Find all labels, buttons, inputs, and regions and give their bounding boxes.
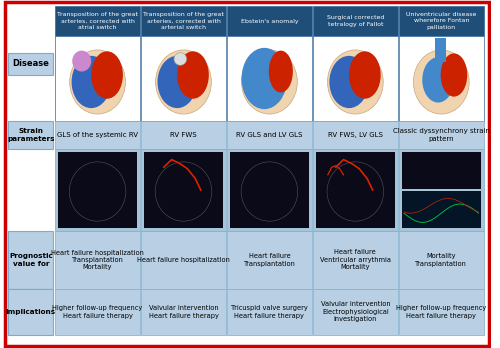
Ellipse shape [242,50,298,114]
Bar [399,231,483,289]
Text: Higher follow-up frequency
Heart failure therapy: Higher follow-up frequency Heart failure… [396,305,486,319]
Bar [56,6,140,36]
Bar [402,191,480,228]
Bar [58,152,137,228]
Bar [56,231,140,289]
Bar [141,149,226,231]
Ellipse shape [242,48,287,109]
Bar [8,149,54,231]
Ellipse shape [414,50,469,114]
Ellipse shape [269,50,293,93]
Bar [227,289,312,335]
Bar [316,152,394,228]
Text: GLS of the systemic RV: GLS of the systemic RV [57,132,138,138]
Text: Heart failure hospitalization: Heart failure hospitalization [137,257,230,263]
Text: RV FWS: RV FWS [170,132,197,138]
Ellipse shape [158,56,197,108]
Text: Strain
parameters: Strain parameters [7,128,54,142]
Bar [227,6,312,36]
Text: Transposition of the great
arteries, corrected with
arterial switch: Transposition of the great arteries, cor… [143,12,224,30]
Bar [399,36,483,121]
Bar [8,231,54,289]
Ellipse shape [440,53,467,97]
Text: Implications: Implications [6,309,56,315]
Bar [141,289,226,335]
Text: Surgical corrected
tetralogy of Fallot: Surgical corrected tetralogy of Fallot [326,15,384,26]
Ellipse shape [177,51,209,99]
Bar [230,152,308,228]
Bar [435,38,446,62]
Ellipse shape [349,51,380,99]
Text: RV GLS and LV GLS: RV GLS and LV GLS [236,132,302,138]
Ellipse shape [70,50,126,114]
Text: Ebstein's anomaly: Ebstein's anomaly [240,18,298,24]
Bar [313,121,398,149]
Ellipse shape [422,57,454,103]
Bar [399,121,483,149]
Bar [227,36,312,121]
Bar [56,36,140,121]
Bar [141,231,226,289]
Text: Univentricular disease
wherefore Fontan
palliation: Univentricular disease wherefore Fontan … [406,12,476,30]
Text: Heart failure
Transplantation: Heart failure Transplantation [244,253,296,267]
Text: Heart failure hospitalization
Transplantation
Mortality: Heart failure hospitalization Transplant… [51,250,144,270]
Ellipse shape [72,50,91,72]
Bar [8,53,54,74]
Ellipse shape [328,50,383,114]
Bar [227,149,312,231]
Text: Classic dyssynchrony strain
pattern: Classic dyssynchrony strain pattern [393,128,490,142]
Text: Mortality
Transplantation: Mortality Transplantation [416,253,467,267]
Ellipse shape [72,56,111,108]
Ellipse shape [156,50,212,114]
Text: Prognostic
value for: Prognostic value for [9,253,53,267]
Bar [141,121,226,149]
Bar [56,149,140,231]
Ellipse shape [330,56,368,108]
Text: Disease: Disease [12,59,50,68]
Bar [141,6,226,36]
Bar [313,36,398,121]
Text: Valvular intervention
Electrophysiological
investigation: Valvular intervention Electrophysiologic… [320,301,390,323]
Bar [313,149,398,231]
Bar [402,152,480,189]
Bar [313,231,398,289]
Bar [399,6,483,36]
Bar [227,231,312,289]
Bar [313,289,398,335]
Ellipse shape [174,53,186,65]
Bar [56,121,140,149]
Text: Heart failure
Ventricular arrythmia
Mortality: Heart failure Ventricular arrythmia Mort… [320,250,391,270]
Bar [141,36,226,121]
Bar [399,149,483,231]
Text: Valvular intervention
Heart failure therapy: Valvular intervention Heart failure ther… [148,305,218,319]
Ellipse shape [91,51,123,99]
Bar [399,289,483,335]
Bar [313,6,398,36]
Bar [144,152,223,228]
Text: RV FWS, LV GLS: RV FWS, LV GLS [328,132,383,138]
Bar [227,121,312,149]
Bar [56,289,140,335]
Text: Tricuspid valve surgery
Heart failure therapy: Tricuspid valve surgery Heart failure th… [231,305,308,319]
Text: Transposition of the great
arteries, corrected with
atrial switch: Transposition of the great arteries, cor… [57,12,138,30]
Text: Higher follow-up frequency
Heart failure therapy: Higher follow-up frequency Heart failure… [52,305,142,319]
Bar [8,121,54,149]
Bar [8,289,54,335]
